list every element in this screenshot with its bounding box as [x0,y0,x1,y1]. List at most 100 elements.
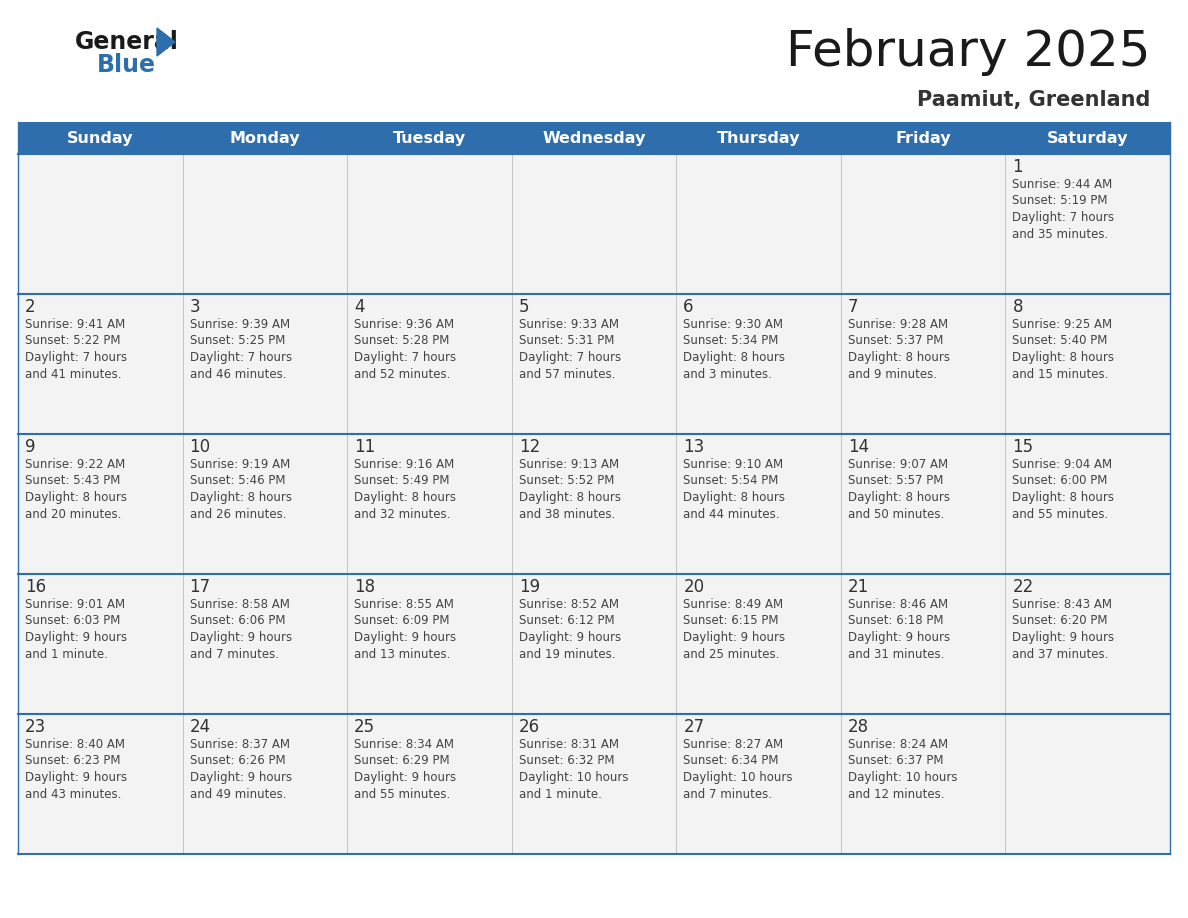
Text: 4: 4 [354,298,365,316]
Text: Sunset: 6:20 PM: Sunset: 6:20 PM [1012,614,1108,628]
Text: and 19 minutes.: and 19 minutes. [519,648,615,662]
Text: Sunset: 6:32 PM: Sunset: 6:32 PM [519,755,614,767]
Text: Daylight: 7 hours: Daylight: 7 hours [519,352,621,364]
Text: Sunset: 6:26 PM: Sunset: 6:26 PM [190,755,285,767]
Bar [18,574,1170,714]
Text: Sunrise: 8:49 AM: Sunrise: 8:49 AM [683,598,783,610]
Text: Sunset: 6:00 PM: Sunset: 6:00 PM [1012,475,1107,487]
Text: 19: 19 [519,578,539,596]
Bar [18,122,1170,154]
Text: 17: 17 [190,578,210,596]
Text: 22: 22 [1012,578,1034,596]
Text: Sunrise: 9:04 AM: Sunrise: 9:04 AM [1012,457,1112,471]
Text: 28: 28 [848,718,868,736]
Text: and 37 minutes.: and 37 minutes. [1012,648,1108,662]
Text: Paamiut, Greenland: Paamiut, Greenland [917,90,1150,110]
Text: Daylight: 9 hours: Daylight: 9 hours [354,632,456,644]
Text: and 43 minutes.: and 43 minutes. [25,789,121,801]
Text: Sunrise: 9:41 AM: Sunrise: 9:41 AM [25,318,125,330]
Text: Sunrise: 8:40 AM: Sunrise: 8:40 AM [25,737,125,751]
Text: Sunset: 5:19 PM: Sunset: 5:19 PM [1012,195,1108,207]
Text: Sunrise: 9:07 AM: Sunrise: 9:07 AM [848,457,948,471]
Text: and 12 minutes.: and 12 minutes. [848,789,944,801]
Text: Sunset: 5:54 PM: Sunset: 5:54 PM [683,475,778,487]
Text: 27: 27 [683,718,704,736]
Text: Sunset: 5:34 PM: Sunset: 5:34 PM [683,334,778,348]
Text: 6: 6 [683,298,694,316]
Text: Daylight: 8 hours: Daylight: 8 hours [190,491,291,505]
Text: and 7 minutes.: and 7 minutes. [190,648,278,662]
Text: Sunrise: 8:46 AM: Sunrise: 8:46 AM [848,598,948,610]
Text: and 3 minutes.: and 3 minutes. [683,368,772,382]
Text: and 7 minutes.: and 7 minutes. [683,789,772,801]
Text: Sunrise: 9:01 AM: Sunrise: 9:01 AM [25,598,125,610]
Text: Daylight: 9 hours: Daylight: 9 hours [683,632,785,644]
Text: 1: 1 [1012,158,1023,176]
Text: Sunrise: 9:39 AM: Sunrise: 9:39 AM [190,318,290,330]
Text: Sunrise: 9:33 AM: Sunrise: 9:33 AM [519,318,619,330]
Text: Sunset: 6:29 PM: Sunset: 6:29 PM [354,755,450,767]
Text: Sunset: 5:40 PM: Sunset: 5:40 PM [1012,334,1107,348]
Text: Sunset: 6:37 PM: Sunset: 6:37 PM [848,755,943,767]
Bar [18,434,1170,574]
Text: Daylight: 8 hours: Daylight: 8 hours [848,491,950,505]
Text: Blue: Blue [97,53,156,77]
Text: Sunset: 5:37 PM: Sunset: 5:37 PM [848,334,943,348]
Text: and 38 minutes.: and 38 minutes. [519,509,615,521]
Text: Sunset: 5:28 PM: Sunset: 5:28 PM [354,334,449,348]
Text: Daylight: 8 hours: Daylight: 8 hours [1012,491,1114,505]
Text: Tuesday: Tuesday [393,130,466,145]
Text: Sunset: 5:22 PM: Sunset: 5:22 PM [25,334,120,348]
Text: Daylight: 8 hours: Daylight: 8 hours [1012,352,1114,364]
Text: Sunrise: 9:44 AM: Sunrise: 9:44 AM [1012,177,1113,191]
Text: Sunrise: 8:31 AM: Sunrise: 8:31 AM [519,737,619,751]
Text: Daylight: 8 hours: Daylight: 8 hours [683,491,785,505]
Text: Sunrise: 9:10 AM: Sunrise: 9:10 AM [683,457,783,471]
Text: Daylight: 10 hours: Daylight: 10 hours [519,771,628,785]
Text: 2: 2 [25,298,36,316]
Text: Sunrise: 8:55 AM: Sunrise: 8:55 AM [354,598,454,610]
Text: Sunrise: 9:13 AM: Sunrise: 9:13 AM [519,457,619,471]
Text: and 44 minutes.: and 44 minutes. [683,509,779,521]
Text: Sunrise: 8:24 AM: Sunrise: 8:24 AM [848,737,948,751]
Text: Sunrise: 9:30 AM: Sunrise: 9:30 AM [683,318,783,330]
Text: Sunset: 5:31 PM: Sunset: 5:31 PM [519,334,614,348]
Text: and 41 minutes.: and 41 minutes. [25,368,121,382]
Bar [18,714,1170,854]
Text: 13: 13 [683,438,704,456]
Text: Thursday: Thursday [716,130,801,145]
Text: Sunrise: 8:34 AM: Sunrise: 8:34 AM [354,737,454,751]
Text: Daylight: 9 hours: Daylight: 9 hours [190,771,292,785]
Text: Sunrise: 9:22 AM: Sunrise: 9:22 AM [25,457,125,471]
Bar [18,294,1170,434]
Text: General: General [75,30,179,54]
Text: Daylight: 7 hours: Daylight: 7 hours [1012,211,1114,225]
Text: Daylight: 9 hours: Daylight: 9 hours [354,771,456,785]
Text: Daylight: 8 hours: Daylight: 8 hours [848,352,950,364]
Text: 10: 10 [190,438,210,456]
Text: 12: 12 [519,438,541,456]
Text: Daylight: 8 hours: Daylight: 8 hours [25,491,127,505]
Text: and 25 minutes.: and 25 minutes. [683,648,779,662]
Text: and 13 minutes.: and 13 minutes. [354,648,450,662]
Text: Sunrise: 8:58 AM: Sunrise: 8:58 AM [190,598,290,610]
Text: 25: 25 [354,718,375,736]
Text: 20: 20 [683,578,704,596]
Text: and 50 minutes.: and 50 minutes. [848,509,944,521]
Text: and 35 minutes.: and 35 minutes. [1012,229,1108,241]
Text: 8: 8 [1012,298,1023,316]
Text: 11: 11 [354,438,375,456]
Text: 15: 15 [1012,438,1034,456]
Text: Sunset: 5:57 PM: Sunset: 5:57 PM [848,475,943,487]
Text: and 32 minutes.: and 32 minutes. [354,509,450,521]
Text: Sunrise: 9:19 AM: Sunrise: 9:19 AM [190,457,290,471]
Text: and 52 minutes.: and 52 minutes. [354,368,450,382]
Text: 7: 7 [848,298,859,316]
Text: Daylight: 7 hours: Daylight: 7 hours [190,352,292,364]
Text: Daylight: 9 hours: Daylight: 9 hours [25,771,127,785]
Text: Saturday: Saturday [1047,130,1129,145]
Text: Daylight: 9 hours: Daylight: 9 hours [848,632,950,644]
Text: Sunset: 5:43 PM: Sunset: 5:43 PM [25,475,120,487]
Text: Monday: Monday [229,130,301,145]
Text: Sunset: 6:09 PM: Sunset: 6:09 PM [354,614,449,628]
